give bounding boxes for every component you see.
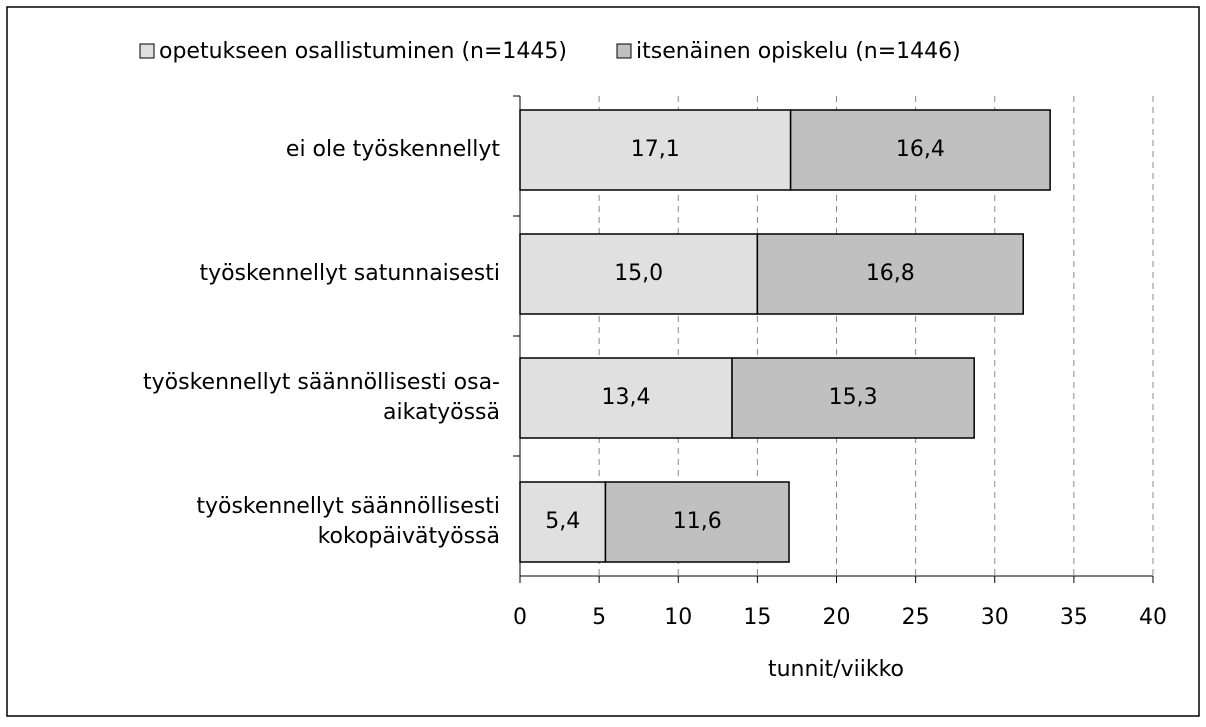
y-tick-label: ei ole työskennellyt [286,137,500,162]
x-tick-label: 25 [902,605,930,630]
x-axis-label: tunnit/viikko [768,657,904,682]
bar [756,233,1024,315]
x-tick-label: 30 [981,605,1009,630]
data-label: 5,4 [545,509,580,534]
x-tick-label: 5 [592,605,606,630]
bar [519,357,733,439]
data-label: 15,0 [614,261,663,286]
y-tick-label: työskennellyt satunnaisesti [199,261,500,286]
x-tick-label: 35 [1060,605,1088,630]
legend-label: opetukseen osallistuminen (n=1445) [159,39,567,64]
bar [519,233,759,315]
x-tick-label: 20 [823,605,851,630]
x-tick-label: 15 [743,605,771,630]
data-label: 13,4 [602,385,651,410]
bar [519,109,792,191]
bar [731,357,975,439]
data-label: 11,6 [673,509,722,534]
legend-label: itsenäinen opiskelu (n=1446) [636,39,961,64]
data-label: 16,4 [896,137,945,162]
bar [519,481,607,563]
y-tick-label: työskennellyt säännöllisesti kokopäivätyö… [196,494,500,549]
legend-swatch [616,43,632,59]
data-label: 15,3 [829,385,878,410]
data-label: 17,1 [631,137,680,162]
bar [604,481,790,563]
x-tick-label: 40 [1139,605,1167,630]
data-label: 16,8 [866,261,915,286]
x-tick-label: 10 [664,605,692,630]
y-tick-label: työskennellyt säännöllisesti osa-aikatyö… [143,370,500,425]
legend-swatch [139,43,155,59]
bar [789,109,1051,191]
x-tick-label: 0 [513,605,527,630]
